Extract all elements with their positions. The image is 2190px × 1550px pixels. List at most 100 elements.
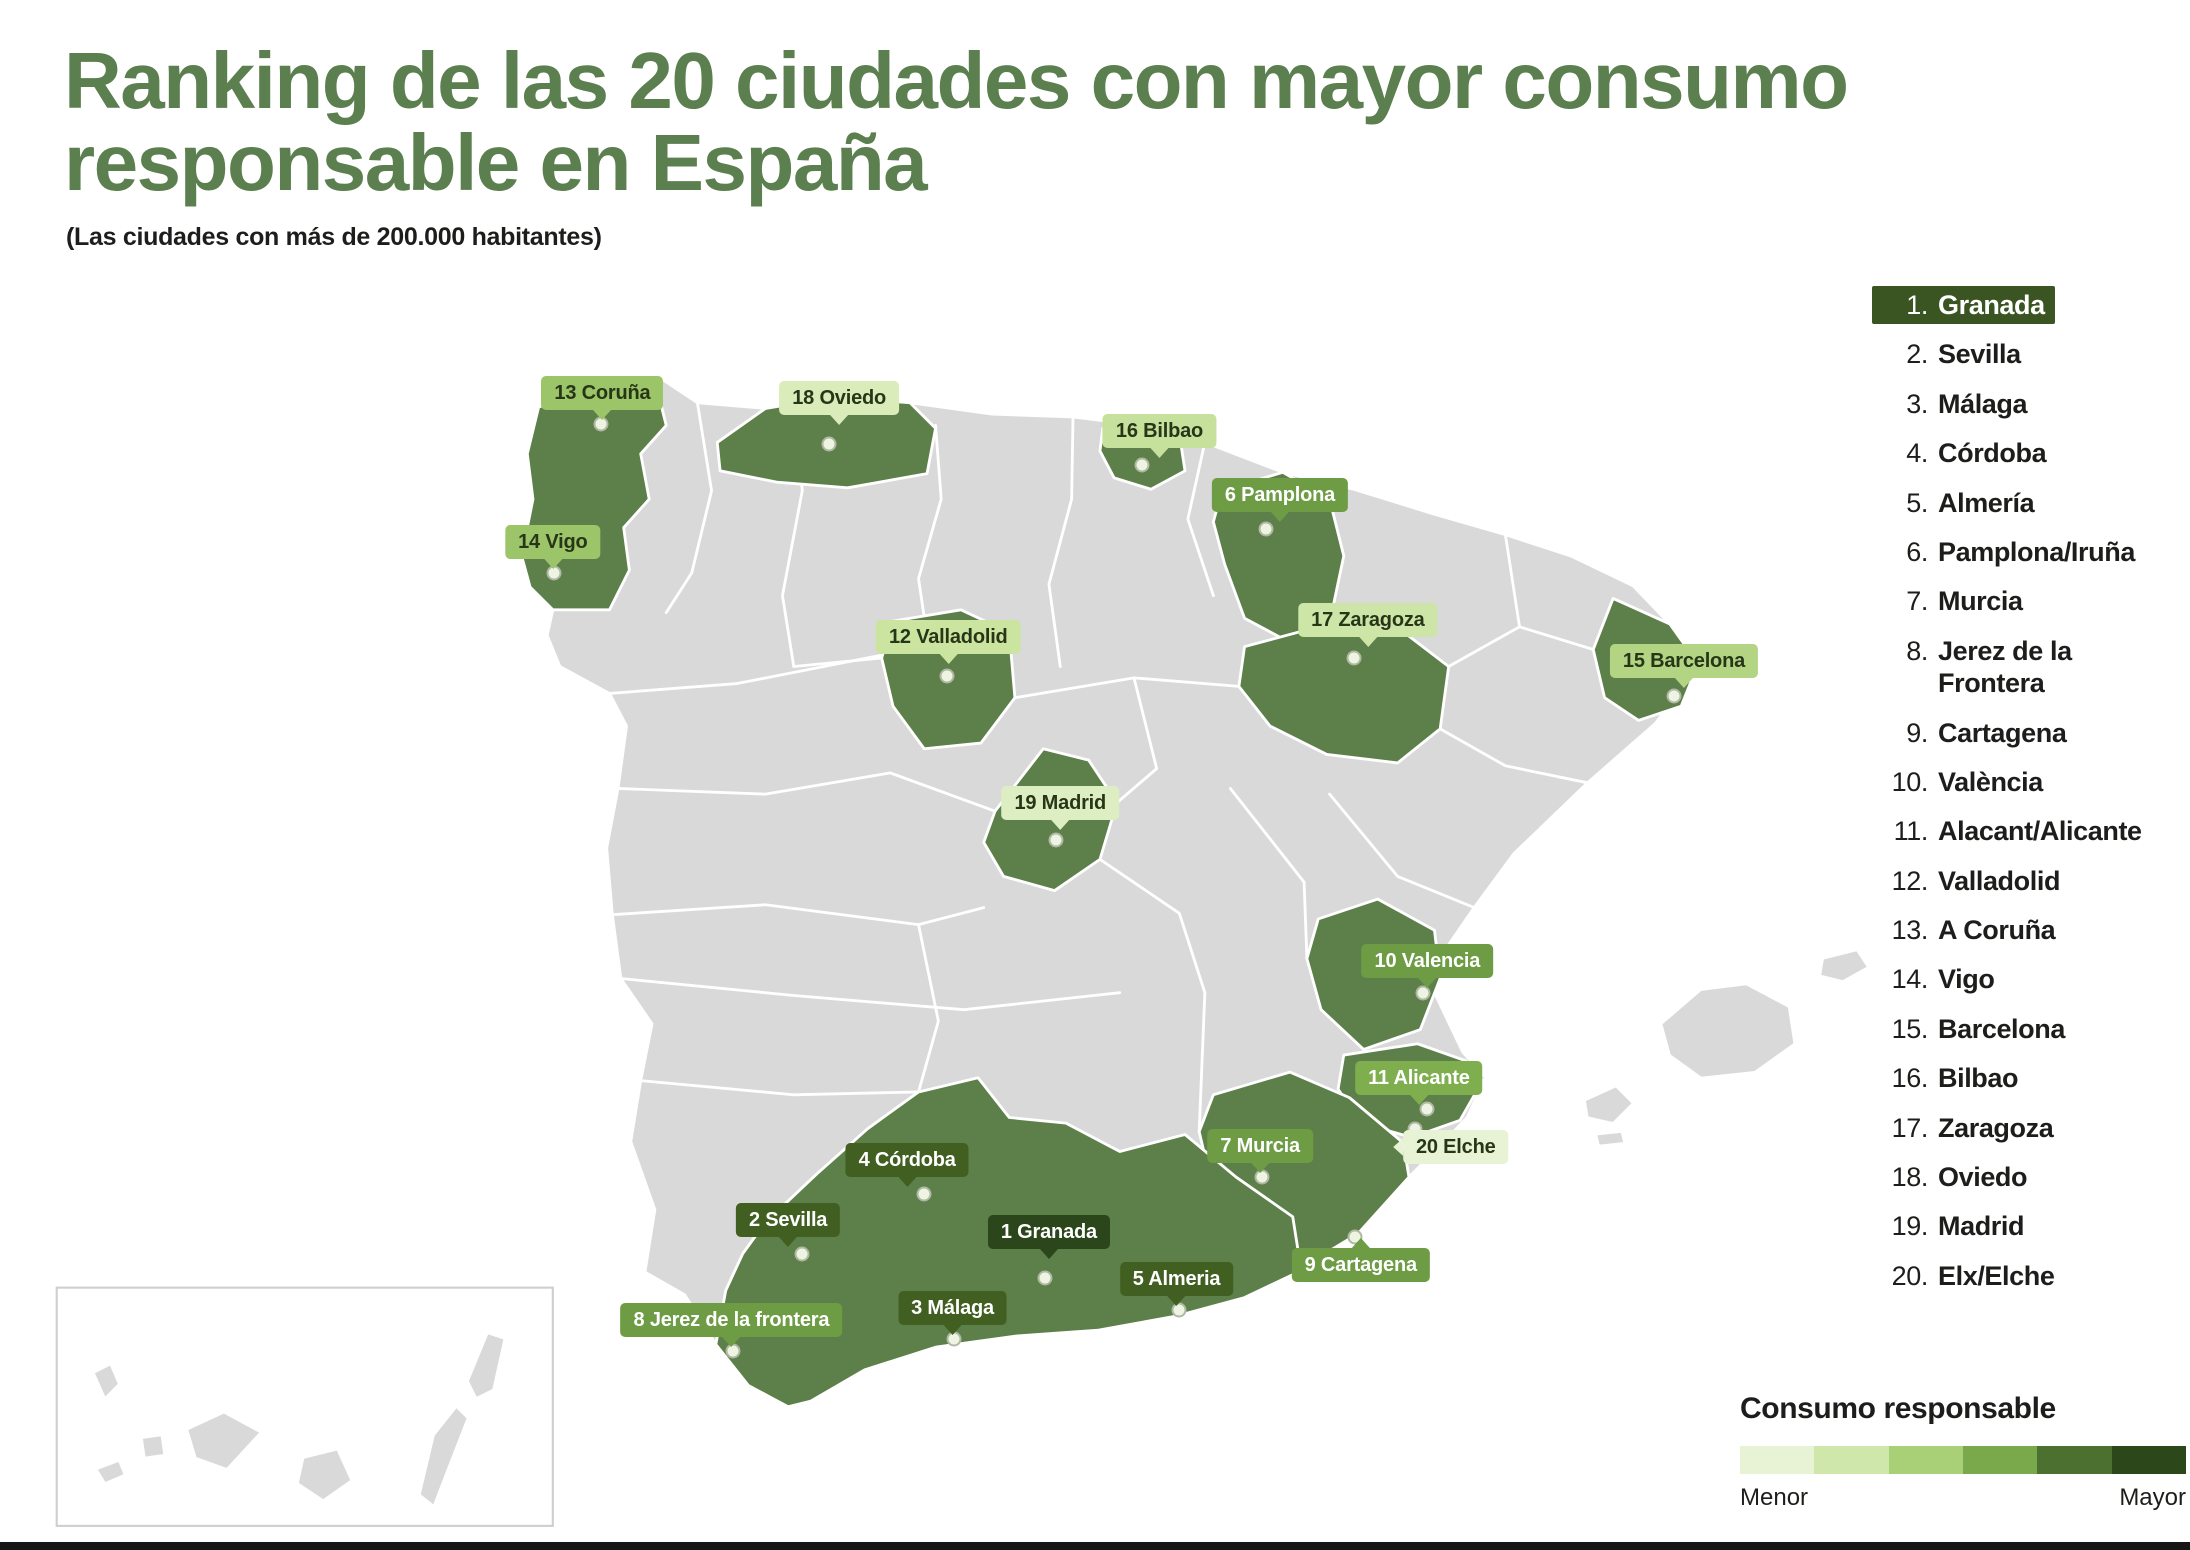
ranking-item-malaga: 3. Málaga	[1872, 385, 2182, 423]
ranking-item-madrid: 19. Madrid	[1872, 1207, 2182, 1245]
ranking-item-almeria: 5. Almería	[1872, 484, 2182, 522]
ranking-rank-number: 12.	[1891, 865, 1929, 896]
legend-color-segment	[1888, 1446, 1963, 1474]
province-border-lines	[608, 401, 1595, 1134]
ranking-rank-number: 14.	[1891, 964, 1929, 995]
city-label-6-pamplona: 6 Pamplona	[1211, 477, 1349, 512]
ranking-city-name: Zaragoza	[1938, 1112, 2054, 1143]
ranking-item-pamplona-iruna: 6. Pamplona/Iruña	[1872, 533, 2182, 571]
legend-title: Consumo responsable	[1740, 1392, 2056, 1425]
ranking-city-name: Córdoba	[1938, 438, 2047, 469]
ranking-city-name: Elx/Elche	[1938, 1260, 2055, 1291]
ranking-rank-number: 7.	[1906, 586, 1928, 617]
legend-color-segment	[1814, 1446, 1889, 1474]
legend-color-segment	[2037, 1446, 2112, 1474]
ranking-rank-number: 11.	[1893, 816, 1929, 847]
ranking-item-a-coruna: 13. A Coruña	[1872, 911, 2182, 949]
ranking-city-name: Oviedo	[1938, 1162, 2028, 1193]
page-title: Ranking de las 20 ciudades con mayor con…	[64, 36, 1849, 208]
city-label-8-jerez-de-la-frontera: 8 Jerez de la frontera	[620, 1303, 843, 1338]
city-dot-16-bilbao	[1134, 457, 1150, 473]
ranking-city-name: Pamplona/Iruña	[1938, 536, 2135, 567]
city-label-10-valencia: 10 Valencia	[1361, 944, 1494, 979]
ranking-city-name: València	[1938, 766, 2043, 797]
ranking-item-elx-elche: 20. Elx/Elche	[1872, 1257, 2182, 1295]
ranking-item-bilbao: 16. Bilbao	[1872, 1059, 2182, 1097]
ranking-item-granada: 1. Granada	[1872, 286, 2055, 325]
ranking-city-name: Vigo	[1938, 964, 1995, 995]
island-menorca	[1818, 949, 1870, 983]
city-dot-4-cordoba	[916, 1186, 932, 1202]
ranking-city-name: Valladolid	[1938, 865, 2061, 896]
island-formentera	[1595, 1130, 1626, 1147]
legend-color-segment	[1962, 1446, 2038, 1474]
canary-islands-inset	[55, 1286, 554, 1527]
city-label-2-sevilla: 2 Sevilla	[735, 1202, 841, 1237]
city-label-20-elche: 20 Elche	[1402, 1130, 1509, 1165]
ranking-rank-number: 8.	[1906, 635, 1928, 666]
ranking-item-alacant-alicante: 11. Alacant/Alicante	[1872, 812, 2182, 850]
ranking-item-oviedo: 18. Oviedo	[1872, 1158, 2182, 1196]
legend-end-labels: Menor Mayor	[1740, 1484, 2186, 1512]
ranking-item-sevilla: 2. Sevilla	[1872, 335, 2182, 373]
city-dot-1-granada	[1037, 1270, 1053, 1286]
city-label-15-barcelona: 15 Barcelona	[1609, 643, 1759, 678]
footer-bar	[0, 1542, 2190, 1550]
legend-color-segment	[2111, 1446, 2186, 1474]
page-subtitle: (Las ciudades con más de 200.000 habitan…	[66, 222, 602, 251]
island-lanzarote	[466, 1331, 506, 1400]
ranking-rank-number: 17.	[1891, 1112, 1929, 1143]
city-label-1-granada: 1 Granada	[987, 1215, 1110, 1250]
ranking-city-name: Bilbao	[1938, 1063, 2019, 1094]
ranking-item-cordoba: 4. Córdoba	[1872, 434, 2182, 472]
ranking-city-name: Málaga	[1938, 388, 2028, 419]
city-label-17-zaragoza: 17 Zaragoza	[1298, 602, 1438, 637]
ranking-city-name: Barcelona	[1938, 1013, 2065, 1044]
ranking-rank-number: 2.	[1906, 339, 1928, 370]
city-label-9-cartagena: 9 Cartagena	[1291, 1247, 1430, 1282]
island-gran-canaria	[296, 1448, 353, 1502]
city-label-3-malaga: 3 Málaga	[898, 1290, 1007, 1325]
island-mallorca	[1660, 983, 1796, 1079]
ranking-item-jerez-de-la-frontera: 8. Jerez de la Frontera	[1872, 632, 2182, 703]
city-dot-18-oviedo	[821, 436, 837, 452]
ranking-rank-number: 6.	[1906, 536, 1928, 567]
ranking-rank-number: 4.	[1906, 438, 1928, 469]
ranking-city-name: A Coruña	[1938, 915, 2056, 946]
ranking-city-name: Granada	[1938, 290, 2045, 320]
header: Ranking de las 20 ciudades con mayor con…	[64, 36, 2134, 252]
legend: Consumo responsable Menor Mayor	[1740, 1392, 2186, 1512]
ranking-rank-number: 16.	[1891, 1063, 1929, 1094]
city-label-14-vigo: 14 Vigo	[505, 524, 601, 559]
island-la-palma	[92, 1363, 121, 1400]
city-dot-6-pamplona	[1258, 521, 1274, 537]
ranking-rank-number: 1.	[1906, 290, 1928, 320]
island-la-gomera	[140, 1434, 166, 1459]
city-label-16-bilbao: 16 Bilbao	[1102, 414, 1217, 449]
ranking-item-vigo: 14. Vigo	[1872, 960, 2182, 998]
ranking-item-zaragoza: 17. Zaragoza	[1872, 1109, 2182, 1147]
city-dot-17-zaragoza	[1346, 650, 1362, 666]
ranking-panel: 1. Granada 2. Sevilla 3. Málaga 4. Córdoba 5. Alm…	[1872, 286, 2182, 1295]
city-label-11-alicante: 11 Alicante	[1355, 1060, 1483, 1095]
ranking-rank-number: 9.	[1906, 717, 1928, 748]
city-dot-12-valladolid	[939, 668, 955, 684]
ranking-item-valencia: 10. València	[1872, 763, 2182, 801]
city-label-18-oviedo: 18 Oviedo	[779, 381, 900, 416]
ranking-rank-number: 13.	[1891, 915, 1929, 946]
legend-min-label: Menor	[1740, 1484, 1809, 1511]
ranking-city-name: Alacant/Alicante	[1938, 816, 2142, 847]
ranking-item-cartagena: 9. Cartagena	[1872, 714, 2182, 752]
city-dot-19-madrid	[1048, 832, 1064, 848]
legend-max-label: Mayor	[2119, 1484, 2186, 1511]
ranking-city-name: Murcia	[1938, 586, 2023, 617]
ranking-item-barcelona: 15. Barcelona	[1872, 1010, 2182, 1048]
canary-inset-box	[55, 1286, 554, 1527]
city-label-12-valladolid: 12 Valladolid	[876, 619, 1021, 654]
city-label-7-murcia: 7 Murcia	[1207, 1128, 1313, 1163]
city-label-19-madrid: 19 Madrid	[1001, 785, 1120, 820]
city-label-4-cordoba: 4 Córdoba	[845, 1143, 969, 1178]
ranking-city-name: Almería	[1938, 487, 2035, 518]
